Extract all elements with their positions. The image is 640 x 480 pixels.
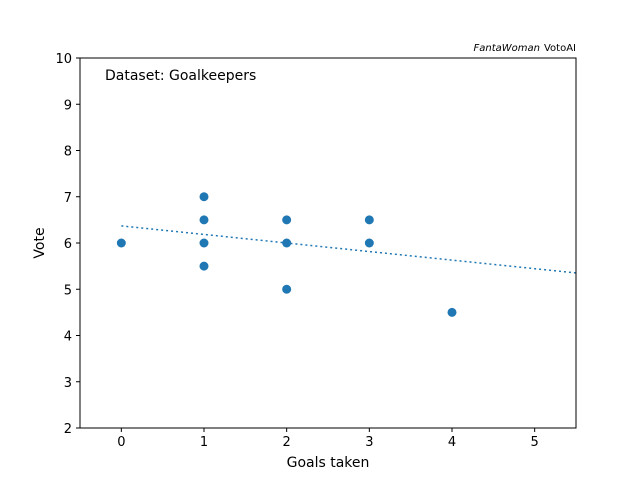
data-point xyxy=(282,284,292,294)
y-tick-label: 7 xyxy=(64,191,72,206)
x-tick-label: 0 xyxy=(117,435,125,450)
credit-label: FantaWoman VotoAI xyxy=(474,43,577,54)
y-tick-label: 10 xyxy=(55,52,72,67)
y-tick-label: 5 xyxy=(64,283,72,298)
data-point xyxy=(199,192,209,202)
data-point xyxy=(199,215,209,225)
credit-italic: FantaWoman xyxy=(474,43,540,54)
x-tick-label: 2 xyxy=(283,435,291,450)
x-tick-label: 5 xyxy=(531,435,539,450)
data-point xyxy=(364,215,374,225)
x-tick-label: 4 xyxy=(448,435,456,450)
data-point xyxy=(116,238,126,248)
plot-frame xyxy=(79,57,577,429)
y-axis-ticks: 2 3 4 5 6 7 8 9 10 xyxy=(55,52,80,437)
x-tick-label: 1 xyxy=(200,435,208,450)
y-tick-label: 9 xyxy=(64,98,72,113)
x-tick-label: 3 xyxy=(365,435,373,450)
y-tick-label: 6 xyxy=(64,237,72,252)
trend-line xyxy=(121,225,577,274)
data-point xyxy=(447,307,457,317)
trend-layer xyxy=(121,225,577,274)
y-axis-label: Vote xyxy=(32,227,48,258)
y-tick-label: 3 xyxy=(64,376,72,391)
data-point xyxy=(364,238,374,248)
y-tick-label: 4 xyxy=(64,330,72,345)
x-axis-ticks: 0 1 2 3 4 5 xyxy=(117,428,539,450)
y-tick-label: 8 xyxy=(64,145,72,160)
y-tick-label: 2 xyxy=(64,422,72,437)
points-layer xyxy=(116,192,457,317)
dataset-annotation: Dataset: Goalkeepers xyxy=(105,68,256,84)
data-point xyxy=(282,238,292,248)
credit-text: VotoAI xyxy=(544,43,576,54)
data-point xyxy=(199,261,209,271)
data-point xyxy=(282,215,292,225)
data-point xyxy=(199,238,209,248)
x-axis-label: Goals taken xyxy=(287,455,370,471)
